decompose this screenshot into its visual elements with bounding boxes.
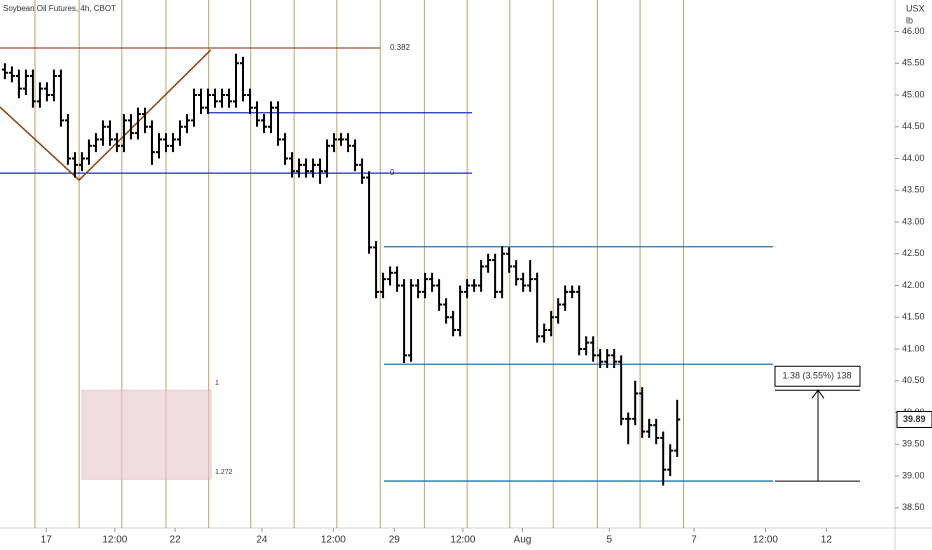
unit: lb (906, 15, 913, 25)
box-label: 1.272 (215, 469, 233, 476)
last-price-label: 39.89 (903, 414, 926, 424)
chart-title: Soybean Oil Futures, 4h, CBOT (3, 4, 116, 13)
y-tick-label: 46.00 (902, 26, 925, 36)
measure-box (774, 365, 861, 387)
y-tick-label: 43.00 (902, 216, 925, 226)
y-tick-label: 42.00 (902, 280, 925, 290)
y-tick-label: 45.00 (902, 89, 925, 99)
x-tick-label: 17 (41, 535, 53, 546)
x-tick-label: 5 (606, 535, 612, 546)
y-tick-label: 45.50 (902, 58, 925, 68)
box-label: 1 (215, 380, 219, 387)
x-tick-label: Aug (514, 535, 532, 546)
y-tick-label: 41.00 (902, 343, 925, 353)
y-tick-label: 40.50 (902, 375, 925, 385)
x-tick-label: 24 (256, 535, 268, 546)
last-price-box (896, 410, 932, 428)
y-tick-label: 42.50 (902, 248, 925, 258)
x-tick-label: 12:00 (450, 535, 475, 546)
y-tick-label: 39.50 (902, 439, 925, 449)
arrow-head (811, 389, 825, 399)
y-tick-label: 44.00 (902, 153, 925, 163)
y-tick-label: 43.50 (902, 185, 925, 195)
x-tick-label: 12:00 (321, 535, 346, 546)
x-tick-label: 12 (821, 535, 833, 546)
x-tick-label: 29 (389, 535, 401, 546)
measure-label: 1.38 (3.55%) 138 (782, 371, 851, 381)
trendline (0, 49, 212, 182)
x-tick-label: 22 (170, 535, 182, 546)
target-box (81, 389, 212, 480)
y-tick-label: 39.00 (902, 470, 925, 480)
x-tick-label: 7 (691, 535, 697, 546)
y-tick-label: 38.50 (902, 502, 925, 512)
fib-label: 0.382 (390, 43, 411, 52)
x-tick-label: 12:00 (102, 535, 127, 546)
x-tick-label: 12:00 (753, 535, 778, 546)
currency: USX (906, 3, 925, 13)
y-tick-label: 41.50 (902, 312, 925, 322)
y-tick-label: 44.50 (902, 121, 925, 131)
fib-label: 0 (390, 168, 395, 177)
